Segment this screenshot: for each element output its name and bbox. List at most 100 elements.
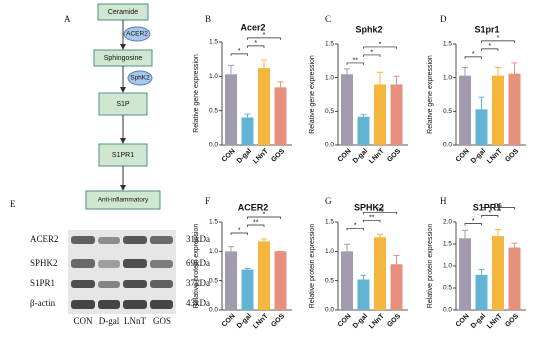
y-axis-label: Relative protein expression [309,224,316,309]
bar [241,117,254,145]
chart-title: Sphk2 [355,24,382,34]
significance-bracket [247,37,281,40]
chart-title: Acer2 [240,22,265,32]
significance-bracket [346,227,364,231]
band [123,280,147,288]
significance-label: ns [494,202,502,209]
y-tick-label: 1.0 [443,74,452,81]
y-tick-label: 0.0 [325,142,334,149]
protein-label: ACER2 [30,234,59,244]
significance-label: * [238,48,241,55]
node-label: S1P [116,101,130,108]
y-tick-label: 0.0 [443,142,452,149]
y-tick-label: 0.0 [325,307,334,314]
significance-bracket [230,232,248,236]
bar [475,109,488,145]
band [71,300,95,309]
bands [71,236,173,309]
x-tick-label: GOS [386,313,402,329]
y-axis-label: Relative gene expression [193,54,200,133]
significance-label: * [488,43,491,50]
band [150,280,173,288]
bar [390,84,403,145]
y-tick-label: 1.0 [209,73,218,80]
lane-label: CON [73,316,93,326]
protein-label: S1PR1 [30,278,55,288]
bar [225,251,237,310]
y-tick-label: 0.0 [209,307,218,314]
bar [508,247,521,310]
y-tick-label: 1.0 [443,263,452,270]
band [71,236,95,244]
significance-label: * [354,223,357,230]
size-label: 43kDa [186,298,210,308]
lane-label: LNnT [124,316,146,326]
pathway-diagram: Ceramide ACER2 Sphingosine SphK2 S1P S1P… [85,3,161,210]
band [150,260,173,268]
significance-label: * [488,210,491,217]
significance-bracket [247,216,281,220]
significance-label: * [497,35,500,42]
bar [475,274,488,310]
bar [225,74,237,145]
significance-label: * [379,41,382,48]
y-axis-label: Relative protein expression [427,224,434,309]
panel-label: G [325,196,332,206]
significance-bracket [363,219,381,223]
significance-bracket [230,53,248,56]
significance-bracket [363,54,381,57]
bar [341,74,353,145]
band [71,259,95,268]
y-tick-label: 1.0 [325,74,334,81]
y-tick-label: 1.5 [325,41,334,48]
bar [274,87,287,145]
significance-bracket [363,211,397,215]
y-tick-label: 1.5 [209,219,218,226]
size-label: 37kDa [186,278,210,288]
y-tick-label: 1.0 [209,248,218,255]
enzyme-ellipse [123,26,151,42]
x-tick-label: CON [221,148,237,164]
x-tick-label: GOS [504,313,520,329]
y-tick-label: 0.0 [209,142,218,149]
x-tick-label: D-gal [236,148,253,165]
y-tick-label: 0.5 [443,285,452,292]
enzyme-ellipse [127,70,153,86]
bar [258,68,270,145]
bar [459,75,471,145]
enzyme-label: SphK2 [130,75,150,82]
band [150,236,173,244]
x-tick-label: LNnT [486,147,504,165]
y-axis-label: Relative gene expression [309,55,316,134]
bar [492,75,504,145]
y-tick-label: 2.0 [443,219,452,226]
significance-label: * [370,49,373,56]
bar [390,264,403,310]
panel-label: E [10,199,16,209]
significance-label: * [238,227,241,234]
significance-bracket [481,40,515,43]
x-tick-label: CON [337,313,353,329]
chart-title: S1pr1 [474,24,499,34]
significance-bracket [247,224,265,228]
significance-label: * [263,32,266,39]
western-blot: ACER2 SPHK2 S1PR1 β-actin 31kDa 69kDa 37… [30,230,210,326]
bar [341,251,353,310]
x-tick-label: GOS [504,148,520,164]
y-tick-label: 1.5 [443,41,452,48]
significance-label: ** [353,57,359,64]
x-tick-label: GOS [270,313,286,329]
protein-label: SPHK2 [30,258,58,268]
significance-label: ** [253,219,259,226]
y-tick-label: 1.5 [209,39,218,46]
y-axis-label: Relative gene expression [427,55,434,134]
x-tick-label: LNnT [252,312,270,330]
bar [508,73,521,145]
significance-bracket [247,45,265,48]
y-tick-label: 0.5 [209,107,218,114]
y-tick-label: 0.5 [209,277,218,284]
significance-bracket [464,223,482,226]
x-tick-label: GOS [386,148,402,164]
y-axis-label: Relative protein expression [193,224,200,309]
significance-label: * [254,40,257,47]
